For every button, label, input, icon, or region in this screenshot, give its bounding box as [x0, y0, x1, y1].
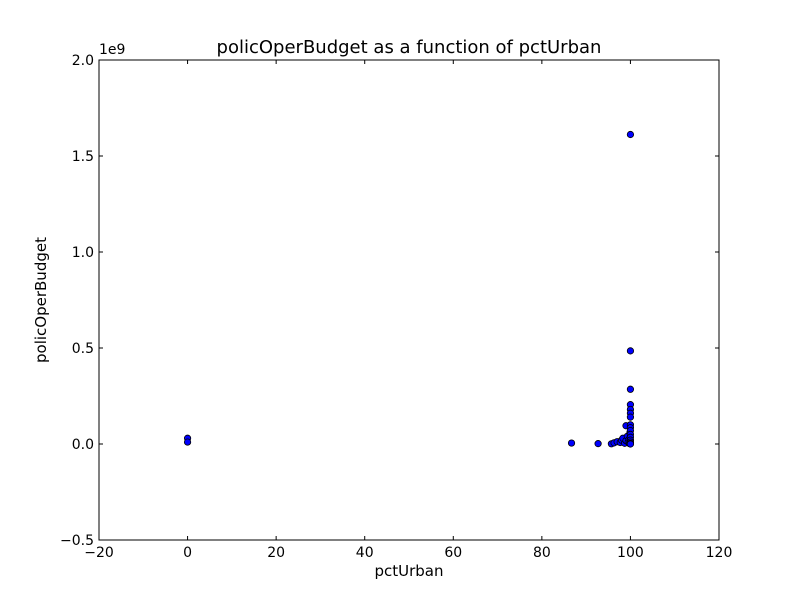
y-axis-label: policOperBudget	[32, 237, 50, 363]
y-tick-label: 2.0	[72, 53, 94, 69]
y-tick-label: 0.5	[72, 341, 94, 357]
data-points	[183, 130, 635, 448]
data-point	[626, 413, 635, 421]
chart-title: policOperBudget as a function of pctUrba…	[217, 37, 602, 58]
plot-area-background	[99, 60, 719, 540]
x-tick-label: −20	[84, 545, 114, 561]
data-point	[626, 347, 635, 355]
data-point	[567, 439, 576, 447]
y-tick-label: 1.0	[72, 245, 94, 261]
x-tick-label: 40	[356, 545, 374, 561]
x-axis-ticks: −20 0 20 40 60 80 100 120	[84, 60, 732, 561]
y-scale-offset-label: 1e9	[99, 42, 125, 58]
x-tick-label: 20	[267, 545, 285, 561]
plot-area-frame	[98, 59, 720, 541]
y-tick-label: 0.0	[72, 437, 94, 453]
data-point	[626, 385, 635, 393]
x-tick-label: 120	[706, 545, 733, 561]
x-axis-label: pctUrban	[374, 562, 443, 580]
y-tick-label: −0.5	[60, 533, 94, 549]
data-point	[626, 440, 635, 448]
y-tick-label: 1.5	[72, 149, 94, 165]
data-point	[626, 130, 635, 139]
x-tick-label: 100	[617, 545, 644, 561]
x-tick-label: 0	[183, 545, 192, 561]
y-axis-ticks: −0.5 0.0 0.5 1.0 1.5 2.0	[60, 53, 719, 549]
x-tick-label: 80	[533, 545, 551, 561]
x-tick-label: 60	[444, 545, 462, 561]
data-point	[183, 438, 192, 446]
data-point	[594, 440, 602, 448]
